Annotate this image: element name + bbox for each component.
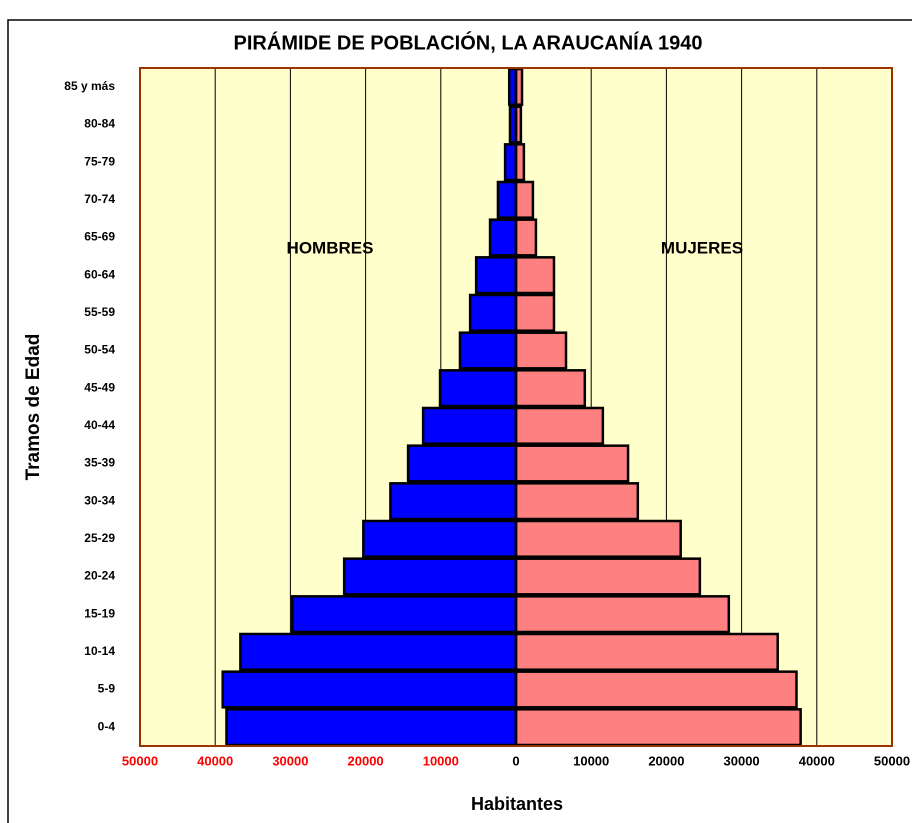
bar bbox=[362, 519, 518, 558]
x-tick-label: 30000 bbox=[724, 753, 760, 768]
x-tick-label: 40000 bbox=[197, 753, 233, 768]
bar bbox=[458, 331, 518, 370]
x-tick-label: 10000 bbox=[423, 753, 459, 768]
bar bbox=[389, 482, 518, 521]
y-tick-label: 0-4 bbox=[98, 719, 116, 733]
x-tick-label: 20000 bbox=[648, 753, 684, 768]
bar bbox=[221, 670, 518, 709]
bar bbox=[474, 256, 518, 295]
bar bbox=[514, 444, 630, 483]
bar bbox=[503, 143, 518, 182]
bar bbox=[514, 369, 587, 408]
y-tick-label: 5-9 bbox=[98, 682, 116, 696]
x-tick-label: 50000 bbox=[874, 753, 910, 768]
bar bbox=[514, 180, 535, 219]
bar bbox=[514, 218, 538, 257]
y-tick-label: 65-69 bbox=[84, 230, 115, 244]
bar bbox=[514, 708, 802, 747]
x-tick-label: 0 bbox=[512, 753, 519, 768]
chart-title: PIRÁMIDE DE POBLACIÓN, LA ARAUCANÍA 1940 bbox=[234, 30, 703, 54]
bar bbox=[421, 406, 518, 445]
x-tick-label: 30000 bbox=[272, 753, 308, 768]
y-tick-label: 35-39 bbox=[84, 456, 115, 470]
x-tick-label: 10000 bbox=[573, 753, 609, 768]
bar bbox=[514, 670, 798, 709]
y-tick-label: 10-14 bbox=[84, 644, 115, 658]
bar bbox=[514, 519, 682, 558]
y-tick-label: 40-44 bbox=[84, 418, 115, 432]
y-tick-label: 45-49 bbox=[84, 380, 115, 394]
y-tick-label: 70-74 bbox=[84, 192, 115, 206]
y-tick-label: 60-64 bbox=[84, 267, 115, 281]
bar bbox=[342, 557, 518, 596]
bar bbox=[514, 482, 640, 521]
x-tick-label: 50000 bbox=[122, 753, 158, 768]
bar bbox=[514, 557, 702, 596]
bar bbox=[514, 406, 605, 445]
bar bbox=[488, 218, 518, 257]
y-tick-label: 85 y más bbox=[64, 79, 115, 93]
bar bbox=[496, 180, 518, 219]
y-tick-label: 30-34 bbox=[84, 493, 115, 507]
bar bbox=[225, 708, 518, 747]
y-tick-label: 15-19 bbox=[84, 606, 115, 620]
y-tick-label: 80-84 bbox=[84, 117, 115, 131]
x-tick-label: 40000 bbox=[799, 753, 835, 768]
annotation: MUJERES bbox=[661, 238, 743, 257]
bar bbox=[514, 331, 568, 370]
bar bbox=[468, 293, 518, 332]
plot-border bbox=[139, 67, 893, 747]
bar bbox=[514, 293, 556, 332]
y-tick-label: 50-54 bbox=[84, 343, 115, 357]
bar bbox=[514, 595, 731, 634]
bar bbox=[406, 444, 518, 483]
annotation: HOMBRES bbox=[287, 238, 374, 257]
x-axis-label: Habitantes bbox=[471, 794, 563, 814]
y-axis-label: Tramos de Edad bbox=[23, 334, 44, 481]
bar bbox=[291, 595, 518, 634]
y-tick-label: 75-79 bbox=[84, 154, 115, 168]
bar bbox=[239, 632, 518, 671]
x-tick-label: 20000 bbox=[348, 753, 384, 768]
bar bbox=[438, 369, 518, 408]
bar bbox=[514, 256, 556, 295]
y-tick-label: 55-59 bbox=[84, 305, 115, 319]
y-tick-label: 20-24 bbox=[84, 569, 115, 583]
y-tick-label: 25-29 bbox=[84, 531, 115, 545]
bar bbox=[514, 632, 779, 671]
